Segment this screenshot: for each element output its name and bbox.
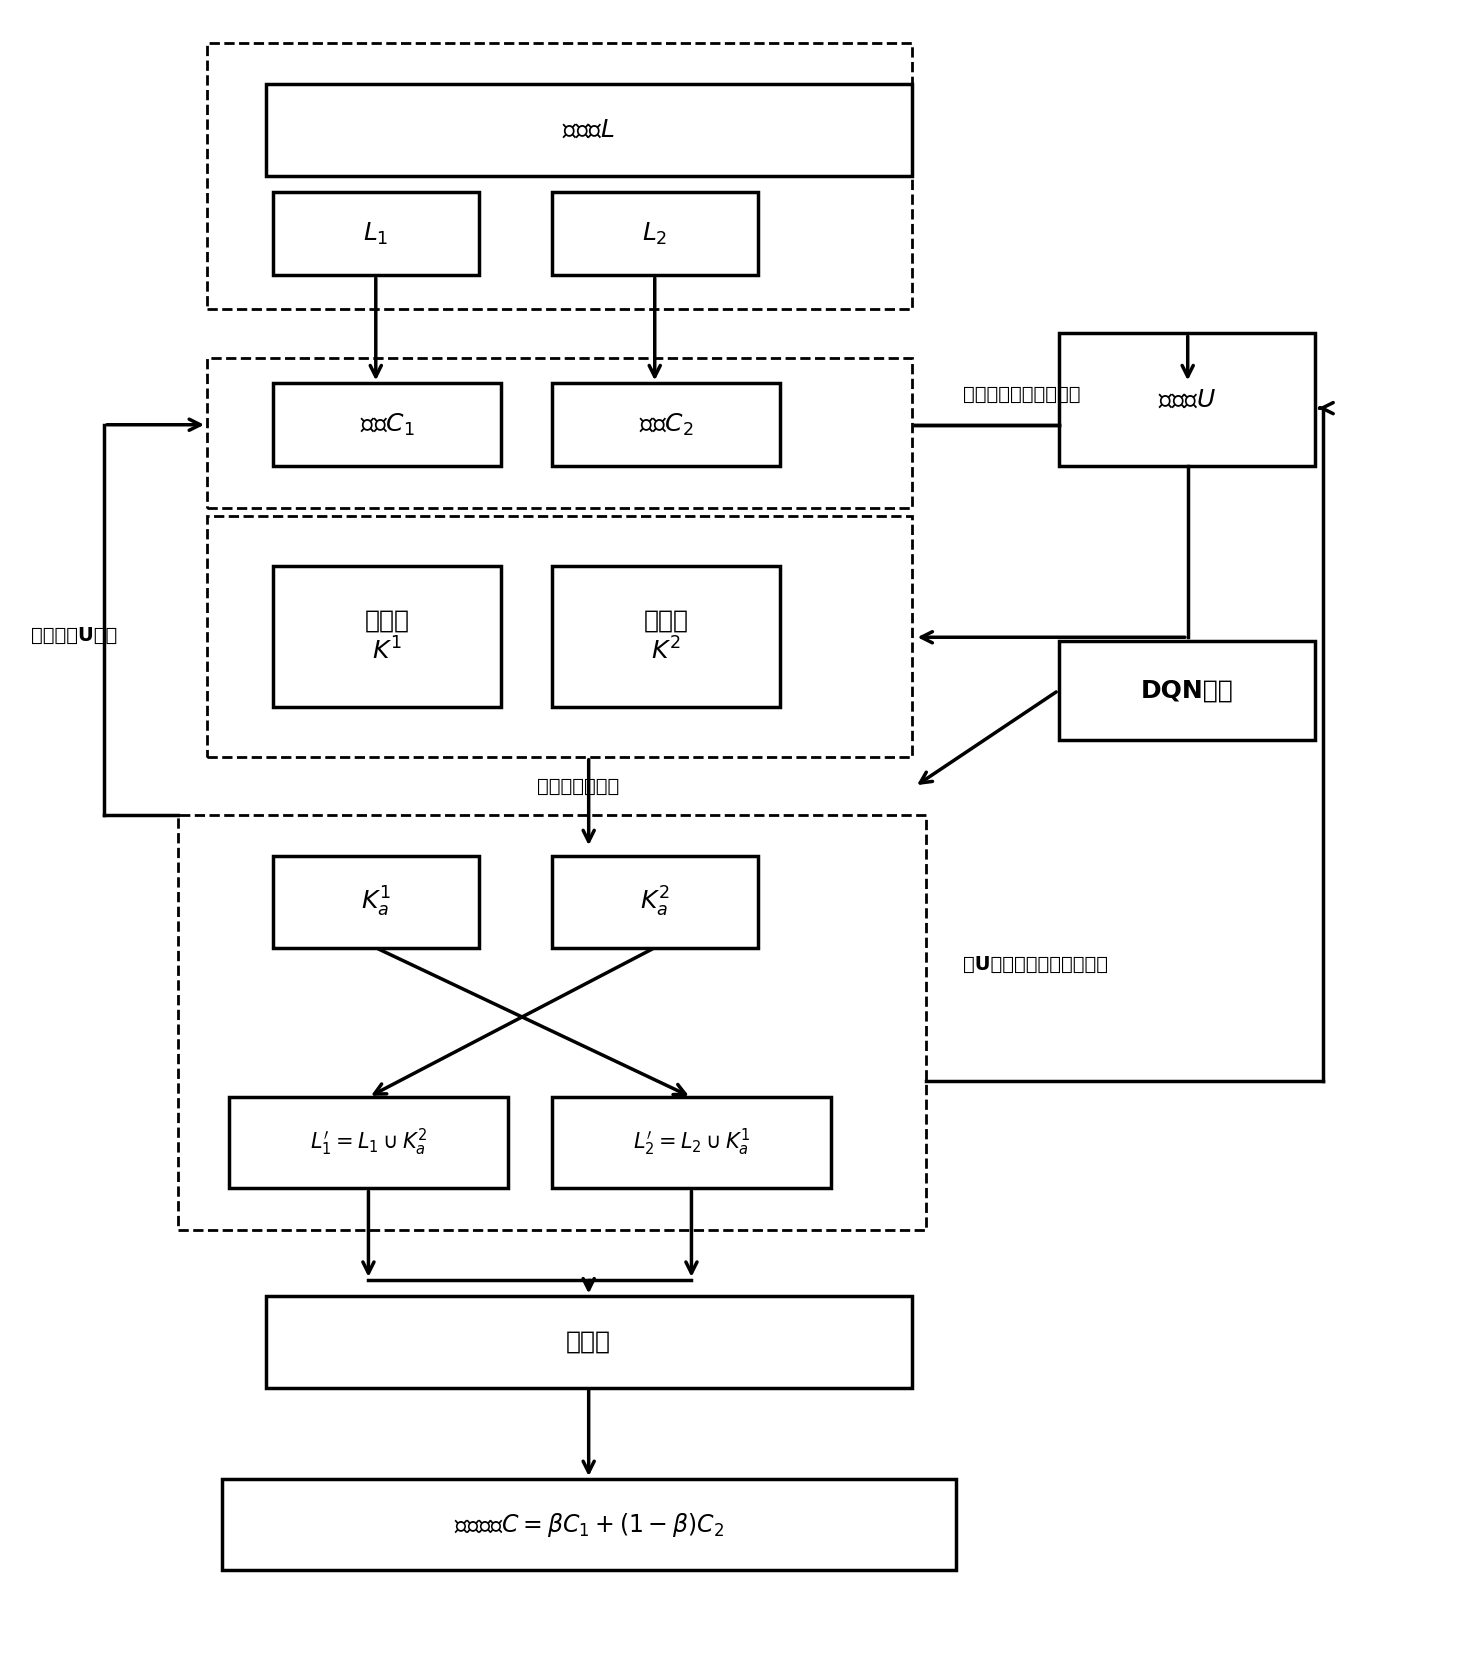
FancyBboxPatch shape bbox=[222, 1478, 956, 1570]
FancyBboxPatch shape bbox=[274, 193, 478, 276]
FancyBboxPatch shape bbox=[552, 565, 780, 707]
Text: 为没标签数据集打标签: 为没标签数据集打标签 bbox=[964, 386, 1081, 404]
Text: 循环直到U为空: 循环直到U为空 bbox=[31, 625, 118, 645]
Text: $L_2$: $L_2$ bbox=[643, 221, 668, 246]
FancyBboxPatch shape bbox=[266, 85, 912, 176]
Text: $L_1$: $L_1$ bbox=[363, 221, 388, 246]
Text: $L_1^\prime = L_1 \cup K_a^2$: $L_1^\prime = L_1 \cup K_a^2$ bbox=[310, 1128, 427, 1159]
FancyBboxPatch shape bbox=[1059, 640, 1315, 740]
Text: $K_a^1$: $K_a^1$ bbox=[360, 885, 391, 920]
Text: 从候选集做选择: 从候选集做选择 bbox=[537, 777, 619, 797]
FancyBboxPatch shape bbox=[552, 382, 780, 466]
Text: 数据集$U$: 数据集$U$ bbox=[1158, 387, 1217, 412]
FancyBboxPatch shape bbox=[552, 1098, 831, 1189]
Text: 从U删除被选中的众包样本: 从U删除被选中的众包样本 bbox=[964, 955, 1108, 975]
Text: $L_2^\prime = L_2 \cup K_a^1$: $L_2^\prime = L_2 \cup K_a^1$ bbox=[633, 1128, 750, 1159]
Text: DQN网络: DQN网络 bbox=[1140, 679, 1233, 702]
FancyBboxPatch shape bbox=[274, 565, 500, 707]
FancyBboxPatch shape bbox=[552, 193, 758, 276]
FancyBboxPatch shape bbox=[266, 1297, 912, 1387]
FancyBboxPatch shape bbox=[274, 856, 478, 948]
FancyBboxPatch shape bbox=[274, 382, 500, 466]
Text: 候选集
$K^2$: 候选集 $K^2$ bbox=[643, 609, 688, 664]
Text: 训练$C_2$: 训练$C_2$ bbox=[638, 412, 693, 437]
Text: 数据集$L$: 数据集$L$ bbox=[562, 118, 615, 141]
Text: 训练$C_1$: 训练$C_1$ bbox=[359, 412, 413, 437]
Text: $K_a^2$: $K_a^2$ bbox=[640, 885, 669, 920]
Text: 候选集
$K^1$: 候选集 $K^1$ bbox=[365, 609, 409, 664]
FancyBboxPatch shape bbox=[552, 856, 758, 948]
Text: 定位模型$C = \beta C_1 + (1-\beta)C_2$: 定位模型$C = \beta C_1 + (1-\beta)C_2$ bbox=[453, 1510, 724, 1538]
Text: 指纹库: 指纹库 bbox=[566, 1330, 610, 1354]
FancyBboxPatch shape bbox=[229, 1098, 507, 1189]
FancyBboxPatch shape bbox=[1059, 334, 1315, 466]
